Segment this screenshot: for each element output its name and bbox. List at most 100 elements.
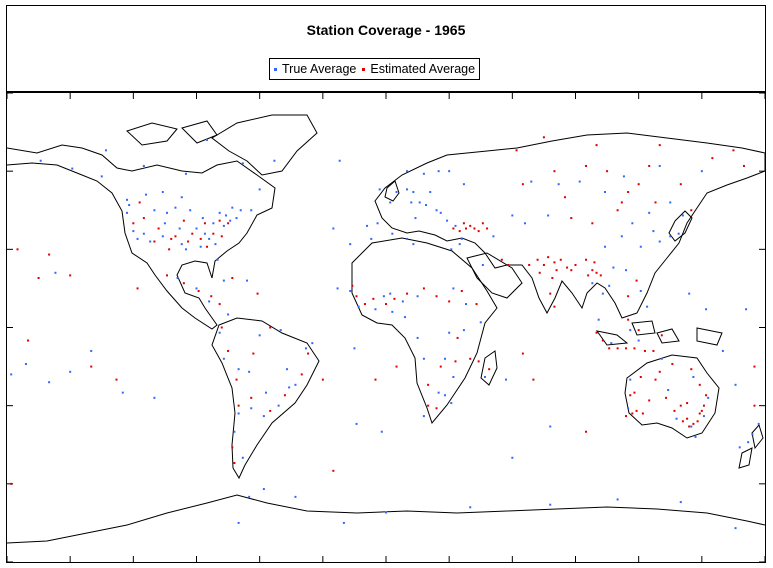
point-true-average <box>734 527 737 530</box>
point-true-average <box>24 362 27 365</box>
point-estimated-average <box>711 157 714 160</box>
point-estimated-average <box>363 303 366 306</box>
point-true-average <box>401 300 404 303</box>
point-estimated-average <box>182 282 185 285</box>
point-true-average <box>132 230 135 233</box>
point-estimated-average <box>627 191 630 194</box>
point-true-average <box>262 488 265 491</box>
point-true-average <box>153 396 156 399</box>
point-estimated-average <box>515 149 518 152</box>
point-estimated-average <box>627 318 630 321</box>
legend-marker-true-average <box>274 67 277 71</box>
legend-label-estimated-average: Estimated Average <box>370 62 476 76</box>
chart-frame: Station Coverage - 1965 True Average Est… <box>6 5 766 563</box>
point-true-average <box>227 313 230 316</box>
point-true-average <box>675 417 678 420</box>
point-true-average <box>218 211 221 214</box>
point-true-average <box>286 368 289 371</box>
point-estimated-average <box>686 417 689 420</box>
point-true-average <box>382 295 385 298</box>
point-true-average <box>422 172 425 175</box>
point-true-average <box>422 415 425 418</box>
point-true-average <box>591 282 594 285</box>
point-true-average <box>288 386 291 389</box>
point-estimated-average <box>227 222 230 225</box>
point-true-average <box>418 201 421 204</box>
point-true-average <box>222 279 225 282</box>
point-estimated-average <box>142 217 145 220</box>
point-true-average <box>757 422 760 425</box>
point-estimated-average <box>521 183 524 186</box>
point-true-average <box>425 204 428 207</box>
point-true-average <box>429 191 432 194</box>
point-estimated-average <box>654 201 657 204</box>
point-estimated-average <box>507 263 510 266</box>
point-estimated-average <box>637 329 640 332</box>
point-estimated-average <box>585 164 588 167</box>
coastline-eurasia <box>374 132 765 319</box>
point-estimated-average <box>698 383 701 386</box>
point-true-average <box>751 433 754 436</box>
point-true-average <box>39 159 42 162</box>
point-estimated-average <box>532 378 535 381</box>
point-estimated-average <box>542 263 545 266</box>
point-estimated-average <box>631 412 634 415</box>
point-true-average <box>264 391 267 394</box>
point-true-average <box>608 284 611 287</box>
point-true-average <box>262 415 265 418</box>
point-true-average <box>374 308 377 311</box>
point-estimated-average <box>599 274 602 277</box>
point-estimated-average <box>595 271 598 274</box>
point-true-average <box>355 422 358 425</box>
point-estimated-average <box>643 349 646 352</box>
point-estimated-average <box>393 297 396 300</box>
point-estimated-average <box>355 295 358 298</box>
point-true-average <box>505 378 508 381</box>
point-true-average <box>214 243 217 246</box>
point-estimated-average <box>732 149 735 152</box>
point-estimated-average <box>692 422 695 425</box>
point-estimated-average <box>157 227 160 230</box>
point-true-average <box>342 521 345 524</box>
point-estimated-average <box>300 373 303 376</box>
point-estimated-average <box>690 209 693 212</box>
point-true-average <box>511 456 514 459</box>
point-true-average <box>557 183 560 186</box>
point-true-average <box>248 370 251 373</box>
point-true-average <box>406 237 409 240</box>
point-true-average <box>353 347 356 350</box>
point-estimated-average <box>521 352 524 355</box>
point-estimated-average <box>136 287 139 290</box>
point-estimated-average <box>681 420 684 423</box>
point-true-average <box>452 376 455 379</box>
chart-header: Station Coverage - 1965 True Average Est… <box>7 6 765 93</box>
point-true-average <box>224 214 227 217</box>
point-true-average <box>277 404 280 407</box>
point-true-average <box>378 188 381 191</box>
point-estimated-average <box>218 303 221 306</box>
point-estimated-average <box>166 274 169 277</box>
legend-item-estimated-average: Estimated Average <box>362 62 475 76</box>
point-true-average <box>237 368 240 371</box>
point-estimated-average <box>138 201 141 204</box>
point-true-average <box>646 305 649 308</box>
point-true-average <box>692 376 695 379</box>
point-estimated-average <box>585 430 588 433</box>
point-estimated-average <box>542 136 545 139</box>
point-estimated-average <box>587 274 590 277</box>
point-true-average <box>235 217 238 220</box>
point-true-average <box>385 511 387 514</box>
point-true-average <box>208 300 211 303</box>
point-estimated-average <box>269 326 272 329</box>
point-estimated-average <box>174 235 177 238</box>
point-true-average <box>658 164 661 167</box>
point-estimated-average <box>528 263 531 266</box>
point-estimated-average <box>673 409 676 412</box>
point-estimated-average <box>553 170 556 173</box>
coastline-antarctica <box>7 494 765 544</box>
point-estimated-average <box>458 230 461 233</box>
point-true-average <box>54 271 57 274</box>
point-estimated-average <box>231 446 234 449</box>
point-estimated-average <box>616 347 619 350</box>
point-true-average <box>437 391 440 394</box>
